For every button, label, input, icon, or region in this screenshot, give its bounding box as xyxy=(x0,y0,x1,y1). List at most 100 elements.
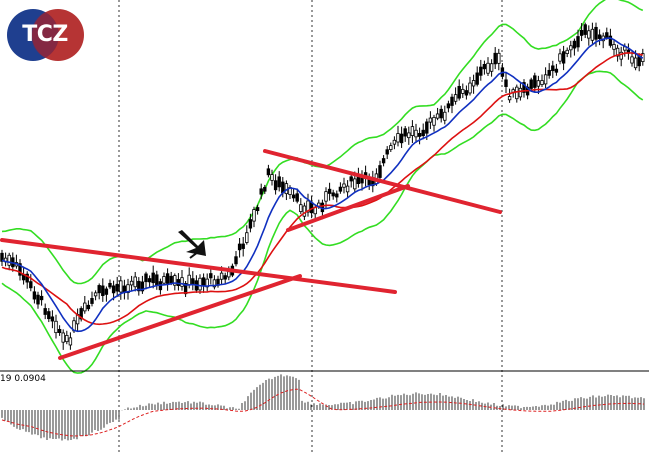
candle-body xyxy=(543,74,548,85)
bollinger-upper-band xyxy=(1,0,644,285)
candle-body xyxy=(547,69,551,76)
candle-body xyxy=(428,117,433,123)
candle-body xyxy=(187,274,191,286)
logo-text: TCZ xyxy=(22,22,68,47)
candle-body xyxy=(54,320,58,334)
candle-body xyxy=(165,273,170,284)
candle-body xyxy=(201,277,206,287)
candle-body xyxy=(590,28,595,41)
candle-body xyxy=(378,165,382,178)
candle-body xyxy=(587,30,591,39)
support-trendline xyxy=(58,274,302,360)
candle-body xyxy=(608,35,613,46)
candle-body xyxy=(471,80,476,87)
candle-body xyxy=(579,29,584,36)
candle-body xyxy=(396,133,400,143)
candle-body xyxy=(569,45,573,51)
candle-body xyxy=(144,273,148,283)
candle-body xyxy=(522,82,526,93)
candle-body xyxy=(335,193,339,198)
candle-body xyxy=(108,282,112,288)
candle-body xyxy=(270,174,274,181)
candle-body xyxy=(47,311,51,320)
ma-slow-line xyxy=(1,52,643,326)
tcz-logo: TCZ xyxy=(4,6,86,64)
candle-body xyxy=(234,256,238,265)
candle-body xyxy=(605,32,609,39)
candle-body xyxy=(486,62,490,74)
candle-body xyxy=(223,275,227,280)
candle-body xyxy=(173,275,177,286)
candle-body xyxy=(104,288,109,295)
candle-body xyxy=(558,53,562,62)
candle-body xyxy=(176,279,181,286)
candle-body xyxy=(79,308,83,320)
candle-body xyxy=(291,194,296,199)
candle-body xyxy=(331,192,335,197)
candle-body xyxy=(389,145,393,150)
candle-body xyxy=(464,90,469,96)
candle-body xyxy=(169,275,173,284)
candle-body xyxy=(482,63,487,70)
ma-fast-line xyxy=(1,37,644,333)
candle-body xyxy=(155,274,159,286)
candle-body xyxy=(360,177,364,184)
candle-body xyxy=(180,277,184,287)
candle-body xyxy=(385,149,389,155)
candle-body xyxy=(245,232,249,243)
moving-averages xyxy=(1,37,644,333)
candle-body xyxy=(457,85,461,99)
oscillator-value-label: 19 0.0904 xyxy=(0,374,46,384)
candle-body xyxy=(7,254,11,266)
oscillator-signal-line xyxy=(1,388,645,437)
candle-body xyxy=(57,328,62,334)
candle-body xyxy=(241,243,245,249)
candle-body xyxy=(43,308,47,315)
candle-body xyxy=(36,294,40,305)
candle-body xyxy=(306,200,310,213)
candle-body xyxy=(119,280,123,293)
candle-body xyxy=(129,280,134,286)
candle-body xyxy=(83,302,87,312)
candle-body xyxy=(295,193,299,202)
candle-body xyxy=(515,86,519,100)
candle-body xyxy=(324,191,328,202)
candle-body xyxy=(468,82,472,94)
candle-body xyxy=(25,273,29,283)
candle-body xyxy=(414,129,418,138)
candle-body xyxy=(219,272,224,280)
candle-body xyxy=(536,80,541,87)
candle-body xyxy=(479,66,483,76)
candle-body xyxy=(576,36,580,48)
candlesticks xyxy=(0,22,645,350)
candle-body xyxy=(137,280,141,292)
upper-channel-trendline xyxy=(263,149,502,214)
candle-body xyxy=(461,88,465,94)
candle-body xyxy=(504,79,508,87)
candle-body xyxy=(209,273,213,279)
candle-body xyxy=(417,133,422,137)
candle-body xyxy=(273,180,278,191)
bollinger-lower-band xyxy=(1,70,644,374)
candle-body xyxy=(29,281,33,289)
candle-body xyxy=(533,75,537,88)
candle-body xyxy=(565,49,569,54)
candle-body xyxy=(554,68,559,73)
candle-body xyxy=(489,63,494,72)
candle-body xyxy=(252,209,256,222)
candle-body xyxy=(615,47,620,57)
candle-body xyxy=(237,243,242,251)
trendlines xyxy=(0,149,502,360)
candle-body xyxy=(421,129,425,137)
candle-body xyxy=(410,126,415,136)
candle-body xyxy=(263,186,267,192)
candle-body xyxy=(18,263,22,276)
candle-body xyxy=(86,304,91,310)
candle-body xyxy=(345,185,350,193)
candle-body xyxy=(435,113,440,119)
candle-body xyxy=(633,57,638,69)
candle-body xyxy=(540,80,544,85)
candle-body xyxy=(583,24,587,35)
candle-body xyxy=(453,94,458,102)
